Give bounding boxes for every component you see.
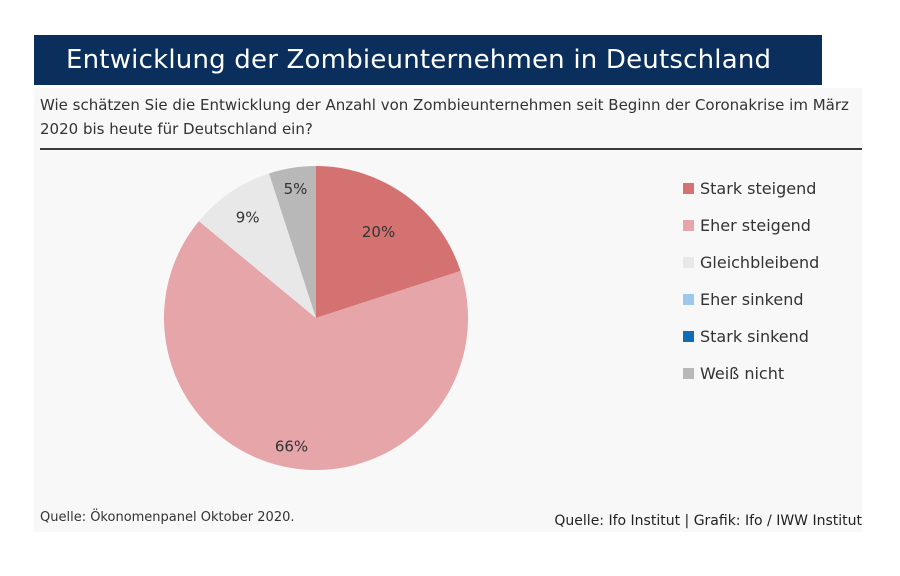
pie-slice-6: [269, 166, 316, 318]
slice-data-label: 20%: [362, 223, 395, 241]
legend-label: Stark steigend: [700, 179, 817, 198]
pie-slice-3: [198, 173, 316, 318]
legend-item: Weiß nicht: [683, 355, 819, 392]
slice-data-label: 5%: [284, 180, 308, 198]
legend-swatch: [683, 220, 694, 231]
legend-swatch: [683, 294, 694, 305]
pie-slice-2: [163, 221, 469, 471]
legend-swatch: [683, 257, 694, 268]
legend-label: Eher sinkend: [700, 290, 804, 309]
legend-swatch: [683, 331, 694, 342]
divider-line: [40, 148, 862, 150]
legend-label: Gleichbleibend: [700, 253, 820, 272]
legend-swatch: [683, 183, 694, 194]
slice-data-label: 9%: [236, 208, 260, 226]
chart-title: Entwicklung der Zombieunternehmen in Deu…: [34, 35, 822, 85]
legend: Stark steigend Eher steigend Gleichbleiben…: [683, 170, 819, 392]
legend-label: Eher steigend: [700, 216, 811, 235]
chart-question: Wie schätzen Sie die Entwicklung der Anz…: [40, 96, 849, 138]
legend-label: Weiß nicht: [700, 364, 785, 383]
legend-label: Stark sinkend: [700, 327, 809, 346]
legend-item: Stark steigend: [683, 170, 819, 207]
legend-item: Stark sinkend: [683, 318, 819, 355]
source-note: Quelle: Ökonomenpanel Oktober 2020.: [40, 510, 295, 525]
legend-item: Eher steigend: [683, 207, 819, 244]
legend-item: Gleichbleibend: [683, 244, 819, 281]
legend-swatch: [683, 368, 694, 379]
slice-data-label: 66%: [275, 437, 308, 455]
legend-item: Eher sinkend: [683, 281, 819, 318]
credit-note: Quelle: Ifo Institut | Grafik: Ifo / IWW…: [554, 513, 862, 529]
pie-slice-1: [316, 166, 461, 318]
